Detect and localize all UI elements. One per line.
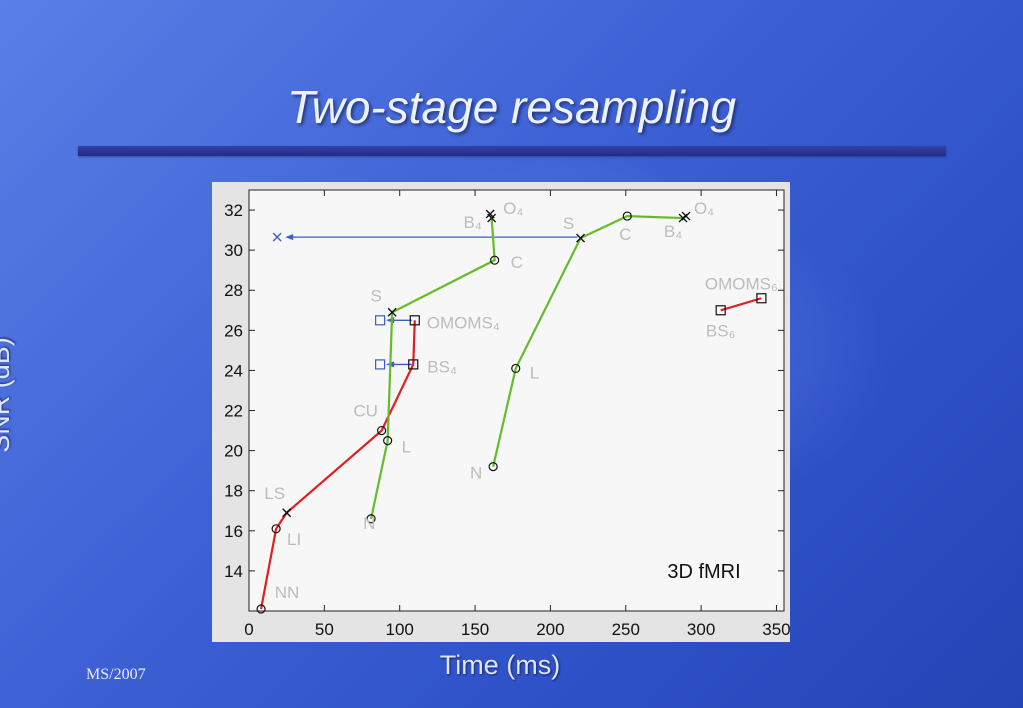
y-tick-label: 28	[224, 281, 243, 300]
circle-marker	[377, 425, 387, 436]
arrow-end-square-marker	[375, 315, 386, 326]
y-axis-label: SNR (dB)	[0, 337, 15, 453]
cross-marker	[282, 508, 292, 518]
square-marker	[408, 359, 419, 370]
point-label: O₄	[503, 199, 523, 218]
y-tick-label: 32	[224, 201, 243, 220]
chart-annotation: 3D fMRI	[667, 561, 740, 583]
point-label: L	[530, 363, 539, 382]
point-label: O₄	[694, 199, 714, 218]
cross-marker	[681, 211, 691, 221]
series-line	[720, 297, 762, 312]
arrow-end-cross-marker	[272, 232, 282, 242]
circle-marker	[490, 255, 500, 265]
point-label: N	[470, 464, 482, 483]
point-label: B₄	[463, 213, 481, 232]
y-tick-label: 30	[224, 241, 243, 260]
cross-marker	[387, 307, 397, 317]
x-tick-label: 250	[612, 620, 640, 639]
x-tick-label: 200	[536, 620, 564, 639]
y-tick-label: 20	[224, 442, 243, 461]
point-label: S	[370, 286, 381, 305]
point-label: L	[402, 438, 411, 457]
circle-marker	[511, 363, 521, 374]
circle-marker	[488, 462, 498, 472]
y-tick-label: 18	[224, 482, 243, 501]
point-label: C	[619, 225, 631, 244]
arrow-end-square-marker	[375, 359, 386, 370]
point-label: BS₆	[706, 321, 736, 340]
point-label: OMOMS₄	[427, 313, 500, 332]
y-tick-label: 16	[224, 522, 243, 541]
circle-marker	[366, 514, 376, 524]
point-label: S	[563, 214, 574, 233]
snr-vs-time-chart: 0 50 100 150 200 250 300 350 14 16 18 20 22 24 26 28 30 3…	[224, 189, 790, 639]
slide-title: Two-stage resampling	[286, 81, 737, 133]
circle-marker	[271, 524, 281, 534]
y-tick-label: 22	[224, 402, 243, 421]
plot-area	[248, 189, 785, 612]
arrow-head	[285, 234, 294, 241]
circle-marker	[622, 211, 632, 221]
square-marker	[756, 293, 767, 304]
point-label: B₄	[664, 222, 682, 241]
x-tick-label: 0	[244, 620, 253, 639]
y-tick-label: 14	[224, 562, 243, 581]
x-axis-label: Time (ms)	[439, 650, 561, 680]
point-label: BS₄	[427, 357, 457, 376]
point-label: N	[363, 514, 375, 533]
point-label: CU	[353, 402, 378, 421]
square-marker	[409, 315, 420, 326]
circle-marker	[383, 435, 393, 446]
cross-marker	[485, 209, 495, 219]
point-label: LI	[287, 530, 301, 549]
series-line	[259, 320, 416, 610]
point-label: NN	[275, 583, 300, 602]
x-tick-label: 50	[315, 620, 334, 639]
chart-panel: 0 50 100 150 200 250 300 350 14 16 18 20 22 24 26 28 30 3…	[212, 182, 790, 642]
title-divider	[78, 146, 946, 156]
x-tick-label: 100	[386, 620, 414, 639]
cross-marker	[576, 233, 586, 243]
x-tick-label: 300	[687, 620, 715, 639]
circle-marker	[256, 604, 266, 614]
x-tick-label: 150	[461, 620, 489, 639]
point-label: C	[511, 253, 523, 272]
y-tick-label: 26	[224, 321, 243, 340]
y-tick-label: 24	[224, 361, 243, 380]
point-label: LS	[264, 484, 285, 503]
footer-text: MS/2007	[86, 666, 146, 683]
point-label: OMOMS₆	[705, 274, 778, 293]
x-tick-label: 350	[762, 620, 790, 639]
square-marker	[715, 305, 726, 316]
